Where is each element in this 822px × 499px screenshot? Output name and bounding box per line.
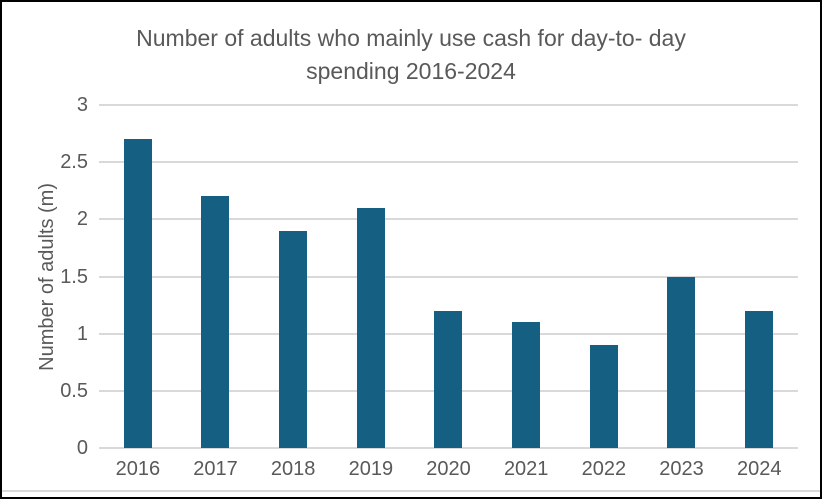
chart-title-line-2: spending 2016-2024 xyxy=(306,58,516,84)
plot-area xyxy=(99,104,798,449)
bar-2017 xyxy=(201,196,230,448)
x-tick-label-2022: 2022 xyxy=(581,458,627,480)
bar-2023 xyxy=(667,276,696,448)
bar-2024 xyxy=(745,310,774,448)
x-tick-label-2023: 2023 xyxy=(659,458,704,480)
x-tick-label-2016: 2016 xyxy=(115,458,161,480)
y-tick-label-0.5: 0.5 xyxy=(60,379,88,402)
x-tick-label-2018: 2018 xyxy=(270,458,316,480)
x-tick-label-2021: 2021 xyxy=(503,458,549,480)
bar-2021 xyxy=(512,322,541,448)
y-axis-tick-labels: 0 0.5 1 1.5 2 2.5 3 xyxy=(2,95,88,458)
y-tick-label-1.5: 1.5 xyxy=(60,265,88,288)
gridline-1.5 xyxy=(99,275,798,278)
gridline-2 xyxy=(99,218,798,221)
bar-2016 xyxy=(123,139,152,448)
y-tick-label-2: 2 xyxy=(76,208,88,231)
y-tick-label-1: 1 xyxy=(76,322,88,345)
y-tick-label-0: 0 xyxy=(76,437,88,459)
x-axis-tick-labels: 2016 2017 2018 2019 2020 2021 2022 2023 2024 xyxy=(99,458,798,481)
bar-2020 xyxy=(434,310,463,448)
bottom-divider-line xyxy=(2,490,820,492)
x-tick-label-2020: 2020 xyxy=(426,458,471,480)
chart-title-line-1: Number of adults who mainly use cash for… xyxy=(136,25,686,51)
x-tick-label-2024: 2024 xyxy=(736,458,782,480)
y-tick-label-2.5: 2.5 xyxy=(60,151,88,174)
gridline-2.5 xyxy=(99,161,798,164)
chart-title: Number of adults who mainly use cash for… xyxy=(2,22,820,88)
bar-series xyxy=(99,105,798,448)
bar-2018 xyxy=(279,230,308,448)
bar-2019 xyxy=(356,207,385,448)
gridline-0 xyxy=(99,447,798,449)
y-tick-label-3: 3 xyxy=(76,94,88,116)
x-tick-label-2019: 2019 xyxy=(348,458,394,480)
bar-2022 xyxy=(589,345,618,448)
gridline-3 xyxy=(99,104,798,106)
x-tick-label-2017: 2017 xyxy=(193,458,238,480)
